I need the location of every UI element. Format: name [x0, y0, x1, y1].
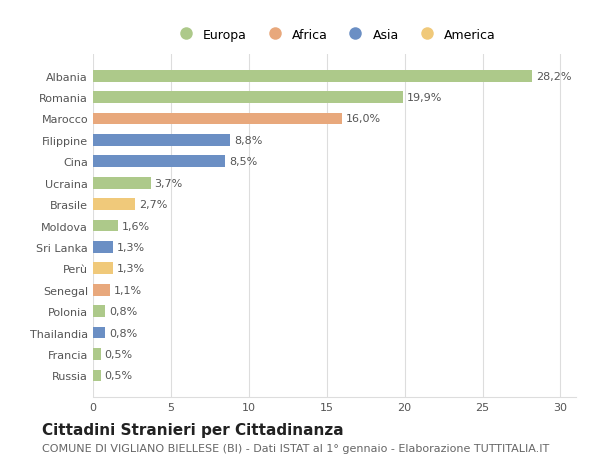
- Text: 1,3%: 1,3%: [117, 264, 145, 274]
- Text: 1,1%: 1,1%: [114, 285, 142, 295]
- Text: COMUNE DI VIGLIANO BIELLESE (BI) - Dati ISTAT al 1° gennaio - Elaborazione TUTTI: COMUNE DI VIGLIANO BIELLESE (BI) - Dati …: [42, 443, 549, 453]
- Bar: [93, 327, 106, 339]
- Bar: [93, 113, 342, 125]
- Text: 1,3%: 1,3%: [117, 242, 145, 252]
- Bar: [93, 306, 106, 317]
- Bar: [93, 263, 113, 274]
- Bar: [93, 348, 101, 360]
- Text: 0,5%: 0,5%: [104, 349, 133, 359]
- Text: 0,8%: 0,8%: [109, 328, 137, 338]
- Text: 8,8%: 8,8%: [234, 135, 262, 146]
- Bar: [93, 135, 230, 146]
- Text: 8,5%: 8,5%: [229, 157, 257, 167]
- Bar: [93, 156, 226, 168]
- Text: 3,7%: 3,7%: [155, 179, 183, 188]
- Bar: [93, 199, 135, 211]
- Text: 0,8%: 0,8%: [109, 307, 137, 317]
- Text: 1,6%: 1,6%: [122, 221, 150, 231]
- Bar: [93, 220, 118, 232]
- Text: 2,7%: 2,7%: [139, 200, 167, 210]
- Text: 0,5%: 0,5%: [104, 370, 133, 381]
- Bar: [93, 178, 151, 189]
- Bar: [93, 241, 113, 253]
- Text: 16,0%: 16,0%: [346, 114, 382, 124]
- Bar: [93, 92, 403, 104]
- Text: 19,9%: 19,9%: [407, 93, 442, 103]
- Text: Cittadini Stranieri per Cittadinanza: Cittadini Stranieri per Cittadinanza: [42, 422, 344, 437]
- Text: 28,2%: 28,2%: [536, 72, 572, 82]
- Legend: Europa, Africa, Asia, America: Europa, Africa, Asia, America: [168, 24, 501, 47]
- Bar: [93, 284, 110, 296]
- Bar: [93, 370, 101, 381]
- Bar: [93, 71, 532, 82]
